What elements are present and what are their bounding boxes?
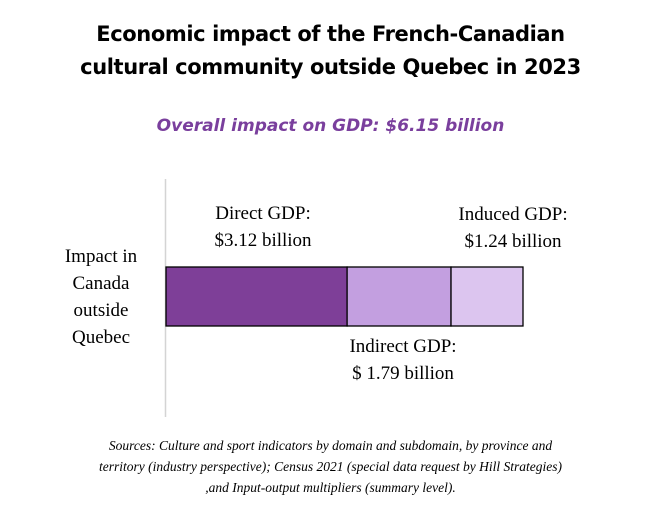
chart-title-line-1: Economic impact of the French-Canadian	[96, 22, 565, 46]
data-label-indirect-gdp-line-1: Indirect GDP:	[349, 336, 456, 357]
sources-line-3: ,and Input-output multipliers (summary l…	[205, 480, 456, 495]
bar-segment-indirect-gdp	[346, 266, 452, 327]
bar-segment-induced-gdp	[450, 266, 524, 327]
category-label-line-1: Impact in	[65, 246, 138, 267]
chart-title-line-2: cultural community outside Quebec in 202…	[80, 55, 581, 79]
sources-line-1: Sources: Culture and sport indicators by…	[108, 438, 553, 453]
chart-title: Economic impact of the French-Canadian c…	[0, 18, 661, 84]
sources-line-2: territory (industry perspective); Census…	[99, 459, 562, 474]
category-label-line-3: outside	[74, 300, 129, 321]
category-label-line-2: Canada	[73, 273, 131, 294]
data-label-induced-gdp-line-2: $1.24 billion	[464, 231, 562, 252]
data-label-direct-gdp-line-1: Direct GDP:	[215, 203, 311, 224]
chart-subtitle: Overall impact on GDP: $6.15 billion	[156, 116, 505, 136]
data-label-indirect-gdp-line-2: $ 1.79 billion	[352, 363, 454, 384]
category-label-line-4: Quebec	[72, 327, 130, 348]
bar-segment-direct-gdp	[165, 266, 348, 327]
data-label-direct-gdp-line-2: $3.12 billion	[214, 230, 312, 251]
sources-note: Sources: Culture and sport indicators by…	[20, 435, 641, 498]
data-label-induced-gdp-line-1: Induced GDP:	[458, 204, 567, 225]
